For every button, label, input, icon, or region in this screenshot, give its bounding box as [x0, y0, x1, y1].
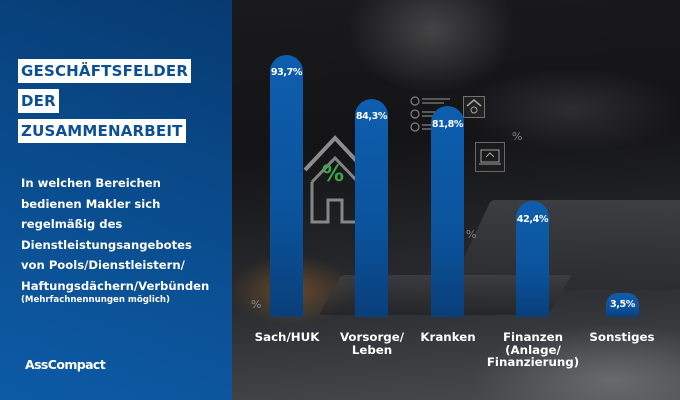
bar-value-label: 93,7%	[270, 67, 303, 78]
multiple-answers-note: (Mehrfachnennungen möglich)	[21, 295, 170, 305]
label-line: (Anlage/	[505, 342, 561, 357]
title-line-2: DER	[18, 89, 59, 113]
question-line: von Pools/Dienstleistern/	[21, 258, 185, 272]
asscompact-logo: AssCompact	[25, 357, 106, 372]
label-line: Leben	[351, 342, 393, 357]
question-line: In welchen Bereichen	[21, 176, 161, 190]
bar-kranken: 81,8%	[431, 106, 464, 317]
bar-finanzen: 42,4%	[516, 201, 549, 317]
percent-symbol: %	[512, 130, 523, 143]
label-line: Sach/HUK	[254, 330, 320, 344]
label-line: Finanzierung)	[486, 355, 580, 369]
category-label-finanzen: Finanzen (Anlage/ Finanzierung)	[478, 331, 588, 369]
question-line: bedienen Makler sich	[21, 196, 161, 211]
bar-value-label: 3,5%	[609, 299, 635, 310]
question-text: In welchen Bereichen bedienen Makler sic…	[21, 173, 229, 296]
title-line-1: GESCHÄFTSFELDER	[18, 59, 192, 83]
category-label-vorsorge-leben: Vorsorge/ Leben	[317, 331, 427, 356]
bar-sach-huk: 93,7%	[270, 55, 303, 317]
label-line: Finanzen	[502, 330, 564, 344]
title-line-3: ZUSAMMENARBEIT	[18, 119, 186, 143]
percent-symbol: %	[251, 298, 262, 311]
question-line: Dienstleistungsangebotes	[21, 237, 192, 252]
title-panel: GESCHÄFTSFELDER DER ZUSAMMENARBEIT In we…	[0, 0, 232, 400]
house-handshake-icon	[463, 96, 485, 118]
bar-value-label: 42,4%	[516, 214, 549, 225]
bar-value-label: 81,8%	[431, 119, 464, 130]
question-line: regelmäßig des	[21, 217, 123, 231]
percent-symbol: %	[466, 228, 477, 241]
category-label-kranken: Kranken	[393, 331, 503, 344]
label-line: Vorsorge/	[339, 330, 405, 344]
percent-symbol-green: %	[322, 162, 345, 187]
bar-vorsorge-leben: 84,3%	[355, 99, 388, 317]
label-line: Sonstiges	[589, 330, 655, 344]
laptop-house-icon	[475, 142, 505, 172]
bar-sonstiges: 3,5%	[606, 293, 639, 317]
category-label-sach-huk: Sach/HUK	[232, 331, 342, 344]
bar-value-label: 84,3%	[355, 111, 388, 122]
label-line: Kranken	[420, 330, 476, 344]
question-line: Haftungsdächern/Verbünden	[21, 278, 210, 293]
category-label-sonstiges: Sonstiges	[567, 331, 677, 344]
